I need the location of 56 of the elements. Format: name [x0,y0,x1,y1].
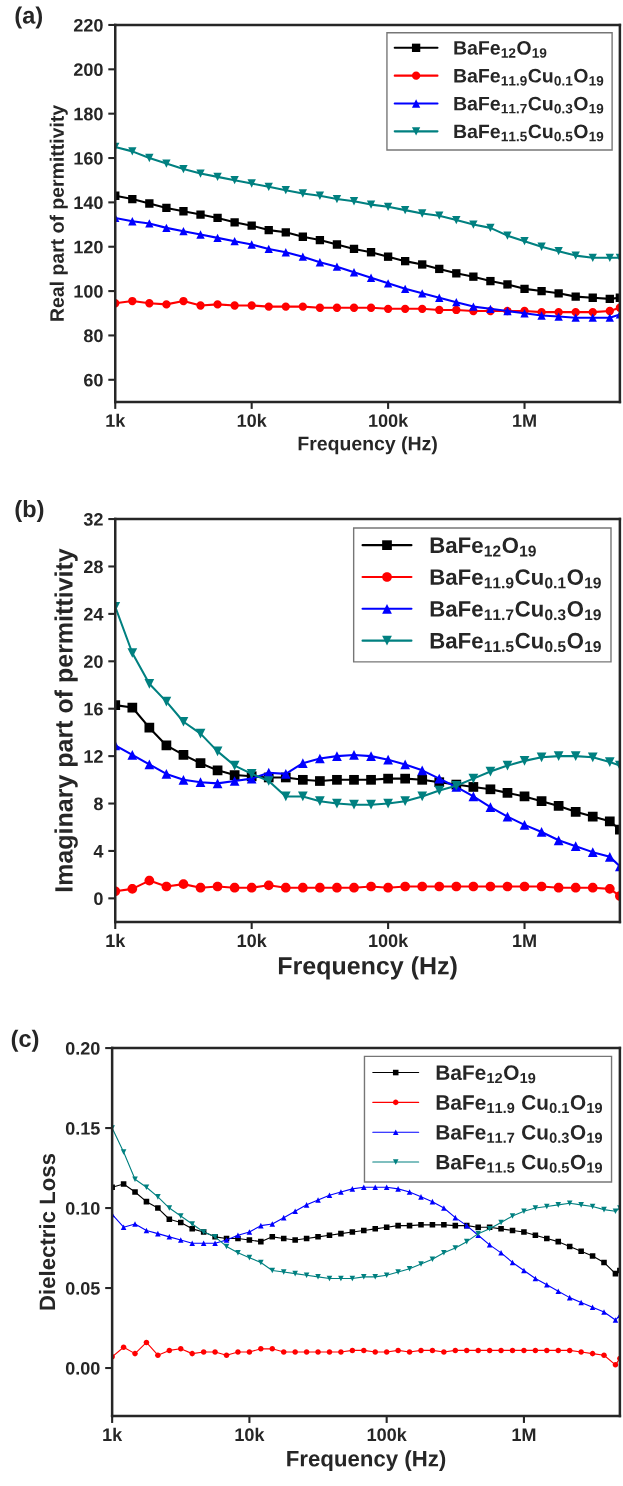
y-tick-label: 0.00 [65,1361,100,1375]
x-axis-title: Frequency (Hz) [278,956,457,980]
y-tick-label: 28 [83,560,103,574]
y-tick-label: 24 [83,607,104,621]
y-tick-label: 0.05 [65,1281,100,1295]
y-tick-label: 140 [74,196,103,210]
text: (a) [15,6,43,29]
y-tick-label: 60 [84,373,103,387]
y-tick-label: 0.10 [65,1201,100,1215]
legend-label: BaFe$_{11.7}$ Cu$_{0.3}$O$_{19}$ [436,1124,603,1143]
y-tick-label: 0 [94,892,103,906]
x-tick-label: 1k [106,413,126,427]
y-tick-label: 180 [74,107,103,121]
legend-label: BaFe$_{12}$O$_{19}$ [454,41,547,58]
x-tick-label: 10k [237,413,267,428]
y-axis-title: Real part of permittivity [49,104,68,321]
y-tick-label: 120 [74,240,103,254]
legend-label: BaFe$_{11.5}$Cu$_{0.5}$O$_{19}$ [454,124,604,142]
y-tick-label: 220 [73,18,103,32]
x-tick-label: 10k [235,1427,265,1442]
legend-label: BaFe$_{11.5}$Cu$_{0.5}$O$_{19}$ [430,632,601,653]
x-axis-title: Frequency (Hz) [287,1450,446,1471]
x-tick-label: 100k [369,413,409,428]
x-tick-label: 100k [367,1427,407,1442]
y-axis-title: Imaginary part of permittivity [54,548,78,892]
y-tick-label: 32 [83,512,103,526]
x-tick-label: 100k [369,933,409,948]
y-tick-label: 12 [84,750,103,763]
y-tick-label: 100 [74,285,103,298]
legend-label: BaFe$_{12}$O$_{19}$ [430,537,536,557]
x-tick-label: 10k [237,933,267,948]
legend-label: BaFe$_{11.9}$Cu$_{0.1}$O$_{19}$ [454,68,604,86]
x-tick-label: 1k [106,933,126,947]
y-tick-label: 4 [93,845,104,858]
legend-label: BaFe$_{12}$O$_{19}$ [436,1065,536,1084]
legend-label: BaFe$_{11.9}$ Cu$_{0.1}$O$_{19}$ [436,1095,603,1114]
y-tick-label: 16 [84,702,103,716]
y-tick-label: 0.20 [65,1042,100,1055]
legend-label: BaFe$_{11.7}$Cu$_{0.3}$O$_{19}$ [430,601,601,621]
x-tick-label: 1M [513,934,536,947]
x-tick-label: 1M [512,1428,536,1441]
text: (c) [11,1029,39,1052]
y-axis-title: Dielectric Loss [38,1153,56,1310]
text: (b) [15,499,44,522]
y-tick-label: 200 [73,63,103,77]
legend-label: BaFe$_{11.9}$Cu$_{0.1}$O$_{19}$ [430,569,601,589]
y-tick-label: 0.15 [65,1122,100,1135]
y-tick-label: 8 [93,797,103,811]
y-tick-label: 20 [83,655,103,669]
y-tick-label: 80 [83,329,103,343]
legend-label: BaFe$_{11.7}$Cu$_{0.3}$O$_{19}$ [454,96,604,114]
y-tick-label: 160 [74,151,103,165]
x-axis-title: Frequency (Hz) [298,436,437,455]
legend-label: BaFe$_{11.5}$ Cu$_{0.5}$O$_{19}$ [436,1154,603,1173]
x-tick-label: 1M [513,414,536,427]
x-tick-label: 1k [103,1427,123,1441]
